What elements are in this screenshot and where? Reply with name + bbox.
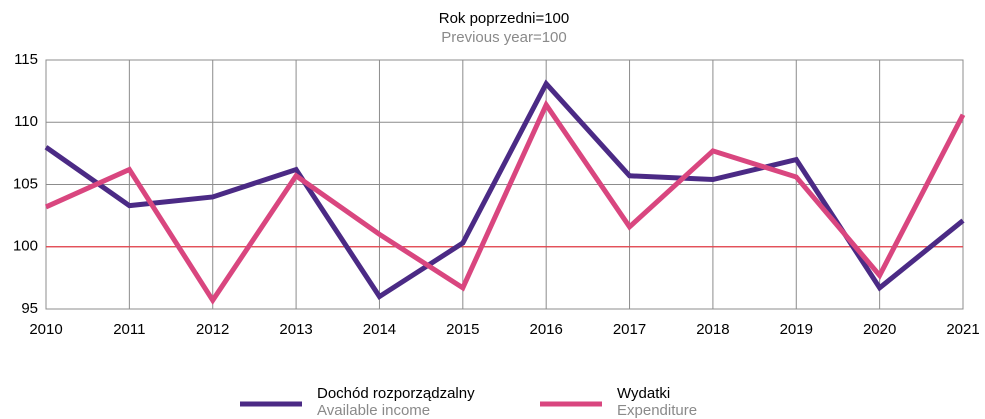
x-tick-label: 2010 (29, 321, 62, 338)
chart-subtitle: Previous year=100 (441, 29, 567, 46)
x-tick-label: 2014 (363, 321, 396, 338)
x-tick-label: 2016 (529, 321, 562, 338)
legend-label-en: Expenditure (617, 402, 697, 419)
x-tick-label: 2018 (696, 321, 729, 338)
x-tick-label: 2013 (279, 321, 312, 338)
legend-label: Dochód rozporządzalny (317, 385, 475, 402)
data-line (44, 99, 966, 305)
plot-border (45, 59, 964, 310)
data-line (44, 79, 965, 300)
x-tick-label: 2021 (946, 321, 979, 338)
legend-label-en: Available income (317, 402, 430, 419)
x-tick-label: 2012 (196, 321, 229, 338)
x-tick-label: 2019 (780, 321, 813, 338)
x-tick-label: 2017 (613, 321, 646, 338)
y-tick-label: 105 (13, 175, 38, 192)
y-tick-label: 100 (13, 238, 38, 255)
y-tick-label: 115 (14, 51, 38, 68)
x-tick-label: 2015 (446, 321, 479, 338)
y-tick-label: 110 (14, 113, 38, 130)
legend-label: Wydatki (617, 385, 670, 402)
y-tick-label: 95 (21, 300, 38, 317)
x-tick-label: 2020 (863, 321, 896, 338)
x-tick-label: 2011 (113, 321, 145, 338)
chart-title: Rok poprzedni=100 (439, 10, 570, 27)
